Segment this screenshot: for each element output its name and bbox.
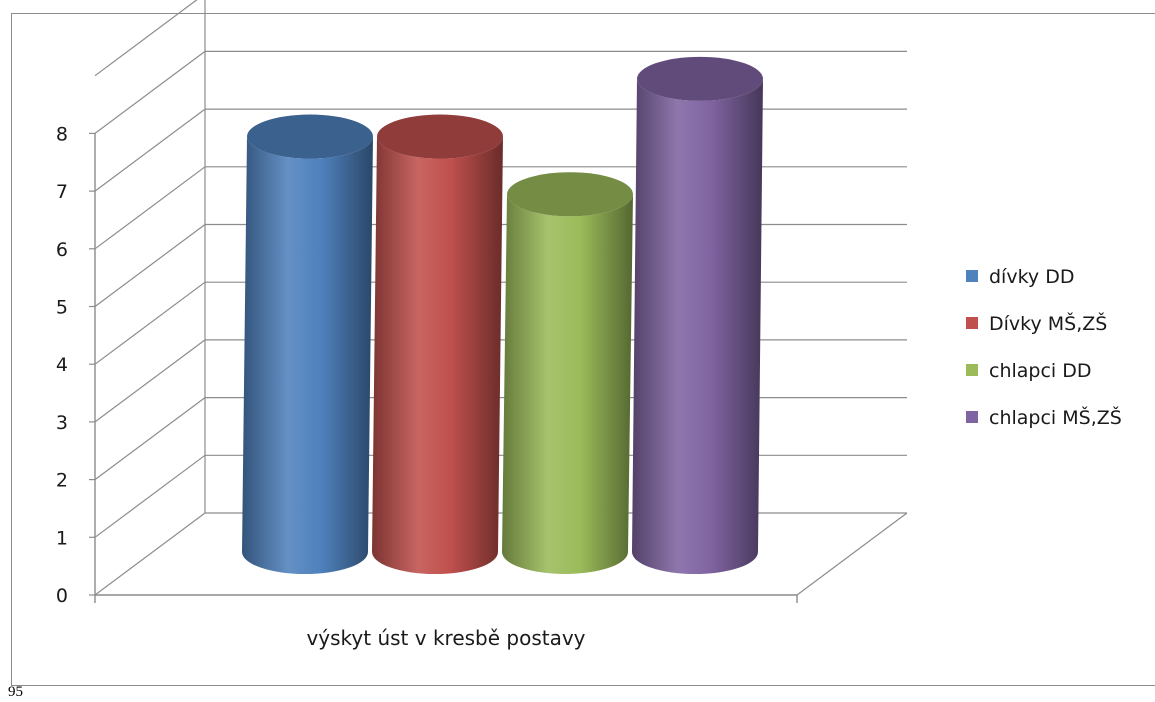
y-tick-label: 3	[56, 412, 68, 434]
gridline-side	[94, 397, 206, 481]
legend-swatch	[966, 411, 978, 423]
legend-label: dívky DD	[989, 266, 1074, 288]
y-tick-label: 5	[56, 297, 68, 319]
bar-top	[247, 114, 373, 159]
bar-2	[372, 114, 503, 574]
y-tick-label: 6	[56, 239, 68, 261]
page-number: 95	[8, 684, 23, 700]
legend-label: Dívky MŠ,ZŠ	[989, 311, 1107, 335]
legend-swatch	[966, 364, 978, 376]
gridline-side	[94, 281, 206, 365]
bar-top	[377, 114, 503, 159]
floor-edge-right	[796, 512, 908, 596]
y-tick-label: 4	[56, 354, 68, 376]
legend: dívky DD Dívky MŠ,ZŠ chlapci DD chlapci MŠ,…	[966, 266, 1122, 429]
floor-edge-left	[94, 512, 206, 596]
bars	[242, 56, 763, 575]
legend-swatch	[966, 317, 978, 329]
bar-top	[507, 172, 633, 217]
y-tick-label: 2	[56, 470, 68, 492]
y-tick-label: 8	[56, 123, 68, 145]
bar-4	[632, 56, 763, 575]
bar-body	[242, 136, 373, 574]
gridline-side	[94, 454, 206, 538]
category-label: výskyt úst v kresbě postavy	[306, 626, 585, 650]
gridline-side	[94, 224, 206, 307]
bar-top	[637, 56, 763, 101]
gridline-side	[94, 108, 206, 192]
y-tick-label: 0	[56, 585, 68, 607]
bar-3	[502, 172, 633, 574]
gridline-side	[94, 50, 206, 134]
legend-label: chlapci DD	[989, 360, 1092, 382]
bar-body	[372, 136, 503, 574]
chart-frame	[11, 13, 1155, 686]
x-axis-labels: výskyt úst v kresbě postavy	[306, 626, 585, 650]
y-tick-label: 1	[56, 527, 68, 549]
legend-swatch	[966, 270, 978, 282]
y-tick-label: 7	[56, 181, 68, 203]
y-axis-ticks: 0 1 2 3 4 5 6 7 8	[56, 123, 95, 607]
bar-body	[632, 78, 763, 575]
legend-label: chlapci MŠ,ZŠ	[989, 405, 1122, 429]
bar-1	[242, 114, 373, 574]
gridline-side	[94, 339, 206, 423]
gridline-side	[94, 0, 198, 77]
gridline-side	[94, 166, 206, 250]
bar-body	[502, 194, 633, 574]
